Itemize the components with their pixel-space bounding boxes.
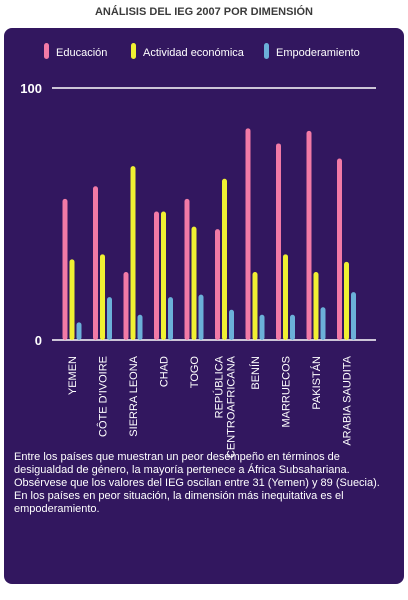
y-tick-label-100: 100 [20, 81, 42, 96]
bar-educacion-marruecos [276, 143, 281, 340]
bar-empoderamiento-pakistan [320, 307, 326, 340]
bar-empoderamiento-togo [198, 294, 204, 340]
bar-empoderamiento-marruecos [290, 314, 295, 340]
bar-empoderamiento-sierra-leona [137, 314, 143, 340]
bar-educacion-benin [245, 128, 251, 340]
bar-educacion-cote-d-ivoire [93, 186, 98, 340]
bar-actividad-economica-sierra-leona [130, 166, 136, 340]
note-paragraph-2: En los países en peor situación, la dime… [14, 490, 344, 515]
bar-empoderamiento-republica-centroafricana [229, 309, 234, 340]
legend-label-empoderamiento: Empoderamiento [276, 47, 360, 59]
chart-note: Entre los países que muestran un peor de… [14, 451, 394, 516]
category-label-marruecos: MARRUECOS [281, 356, 293, 428]
category-label-sierra-leona: SIERRA LEONA [128, 355, 140, 436]
bar-educacion-republica-centroafricana [215, 229, 220, 340]
bar-educacion-sierra-leona [123, 271, 129, 340]
legend-label-actividad-economica: Actividad económica [143, 47, 245, 59]
chart-legend: Educación Actividad económica Empoderamien… [44, 43, 360, 59]
legend-label-educacion: Educación [56, 47, 107, 59]
bar-actividad-economica-cote-d-ivoire [100, 254, 105, 340]
category-labels: YEMEN CÔTE D'IVOIRE SIERRA LEONA CHAD TOGO RE… [67, 355, 354, 458]
category-label-cote-d-ivoire: CÔTE D'IVOIRE [97, 356, 110, 437]
category-label-togo: TOGO [189, 356, 201, 389]
bar-actividad-economica-togo [191, 226, 197, 340]
bar-actividad-economica-benin [252, 271, 258, 340]
bar-educacion-arabia-saudita [337, 158, 342, 340]
bar-educacion-chad [154, 211, 159, 340]
category-label-chad: CHAD [159, 356, 171, 387]
category-label-arabia-saudita: ARABIA SAUDITA [342, 355, 354, 445]
y-tick-label-0: 0 [35, 333, 42, 348]
bar-empoderamiento-arabia-saudita [351, 292, 356, 340]
chart-axes: 0 100 [20, 81, 376, 348]
category-label-yemen: YEMEN [67, 356, 79, 395]
category-label-republica-centroafricana: REPÚBLICACENTROAFRICANA [213, 355, 238, 458]
bar-educacion-togo [184, 198, 190, 340]
bar-actividad-economica-chad [161, 211, 166, 340]
legend-swatch-educacion [44, 43, 49, 59]
bar-actividad-economica-marruecos [283, 254, 288, 340]
bar-educacion-pakistan [306, 130, 312, 340]
category-label-pakistan: PAKISTÁN [310, 356, 323, 410]
bar-actividad-economica-pakistan [313, 271, 319, 340]
bar-actividad-economica-republica-centroafricana [222, 178, 227, 340]
bar-empoderamiento-cote-d-ivoire [107, 297, 112, 340]
note-paragraph-1: Entre los países que muestran un peor de… [14, 451, 380, 489]
legend-swatch-empoderamiento [264, 43, 269, 59]
bar-empoderamiento-benin [259, 314, 265, 340]
bar-educacion-yemen [62, 198, 68, 340]
page-title: ANÁLISIS DEL IEG 2007 POR DIMENSIÓN [94, 6, 313, 18]
bar-empoderamiento-chad [168, 297, 173, 340]
bar-actividad-economica-arabia-saudita [344, 261, 349, 340]
chart-bars [62, 128, 356, 340]
bar-actividad-economica-yemen [69, 259, 75, 340]
legend-swatch-actividad-economica [131, 43, 136, 59]
category-label-benin: BENÍN [249, 356, 262, 390]
bar-empoderamiento-yemen [76, 322, 82, 340]
